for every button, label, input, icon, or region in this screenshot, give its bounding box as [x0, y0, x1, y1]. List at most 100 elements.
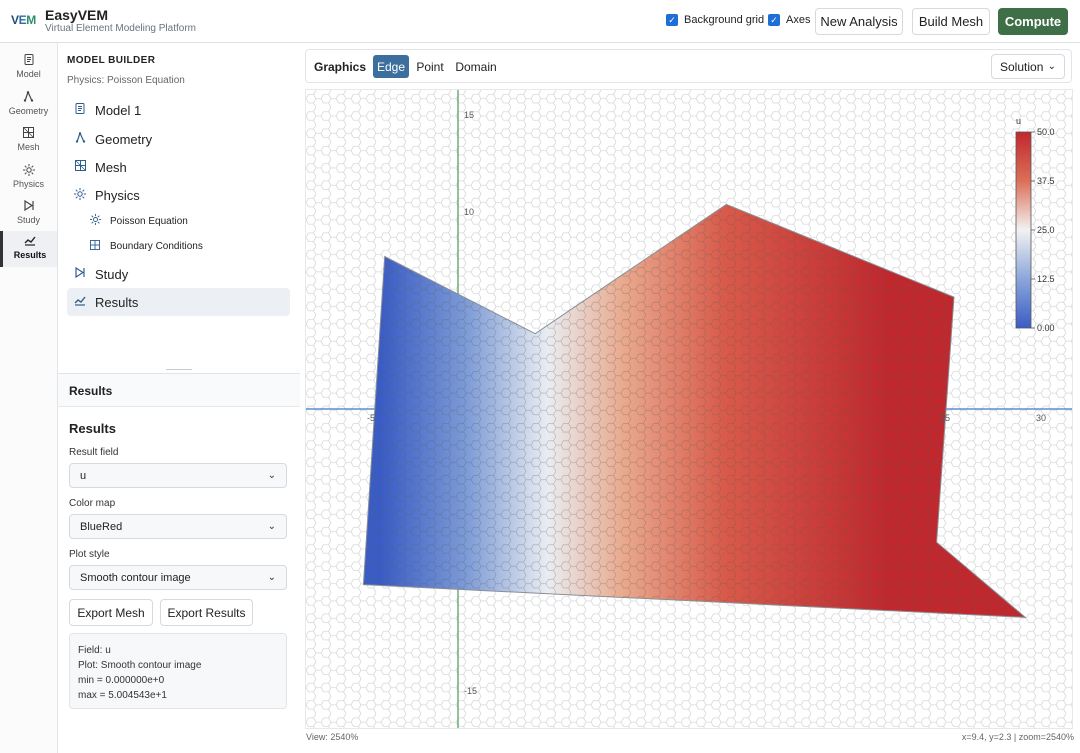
rail-item-mesh[interactable]: Mesh	[0, 123, 57, 159]
mesh-icon	[23, 127, 34, 142]
result-field-select[interactable]: u ⌄	[69, 463, 287, 488]
colorbar-tick: 25.0	[1037, 225, 1055, 235]
chart-icon	[73, 295, 87, 309]
plot-style-select[interactable]: Smooth contour image ⌄	[69, 565, 287, 590]
tree-item-label: Poisson Equation	[110, 215, 188, 227]
rail-item-results[interactable]: Results	[0, 231, 57, 267]
chevron-down-icon: ⌄	[267, 470, 276, 481]
rail-label: Results	[13, 250, 47, 260]
tree-item-mesh[interactable]: Mesh	[73, 155, 127, 179]
colorbar-tick: 37.5	[1037, 176, 1055, 186]
tree-item-physics[interactable]: Physics	[73, 183, 140, 207]
x-tick-label: 25	[940, 413, 950, 423]
rail-label: Mesh	[17, 142, 40, 152]
play-icon	[23, 199, 34, 215]
colorbar-tick: 0.00	[1037, 323, 1055, 333]
sun-icon	[88, 214, 102, 228]
rail-label: Study	[16, 215, 40, 225]
results-panel-header: Results	[58, 374, 300, 407]
chart-icon	[24, 235, 36, 250]
mode-edge-button[interactable]: Edge	[373, 55, 409, 78]
info-max: max = 5.004543e+1	[78, 690, 167, 701]
checkbox-checked-icon[interactable]: ✓	[666, 14, 678, 26]
results-section-title: Results	[69, 421, 116, 436]
solution-domain	[362, 203, 1027, 618]
result-field-value: u	[80, 469, 87, 482]
colorbar-title: u	[1016, 116, 1021, 126]
mesh-overlay	[362, 203, 1027, 618]
rail-item-physics[interactable]: Physics	[0, 160, 57, 196]
new-analysis-button[interactable]: New Analysis	[815, 8, 903, 35]
colorbar-tick: 12.5	[1037, 274, 1055, 284]
y-tick-label: 15	[464, 110, 474, 120]
solution-select-value: Solution	[1000, 59, 1044, 74]
mode-domain-button[interactable]: Domain	[455, 59, 497, 74]
plot-style-label: Plot style	[69, 549, 110, 560]
chevron-down-icon: ⌄	[267, 521, 276, 532]
top-bar: VEM EasyVEM Virtual Element Modeling Pla…	[0, 0, 1080, 43]
geometry-icon	[23, 90, 34, 106]
tree-item-label: Boundary Conditions	[110, 240, 203, 252]
rail-item-model[interactable]: Model	[0, 50, 57, 86]
tree-item-boundary-conditions[interactable]: Boundary Conditions	[88, 236, 203, 256]
axes-toggle[interactable]: ✓ Axes	[768, 14, 810, 26]
rail-item-geometry[interactable]: Geometry	[0, 87, 57, 123]
color-map-select[interactable]: BlueRed ⌄	[69, 514, 287, 539]
colorbar: u 50.0 37.5 25.0 12.5 0.00	[1015, 116, 1055, 333]
play-icon	[73, 266, 87, 281]
background-grid-toggle[interactable]: ✓ Background grid	[666, 14, 764, 26]
colorbar-tick: 50.0	[1037, 127, 1055, 137]
info-min: min = 0.000000e+0	[78, 675, 165, 686]
result-field-label: Result field	[69, 447, 119, 458]
rail-item-study[interactable]: Study	[0, 196, 57, 232]
left-rail: Model Geometry Mesh Physics Study Result…	[0, 43, 58, 753]
compute-button[interactable]: Compute	[998, 8, 1068, 35]
graphics-canvas[interactable]: -5 25 30 15 10 -15 u 50.0 37.5 25.0 12.5…	[305, 89, 1073, 729]
build-mesh-button[interactable]: Build Mesh	[912, 8, 990, 35]
geometry-icon	[73, 131, 87, 146]
export-mesh-button[interactable]: Export Mesh	[69, 599, 153, 626]
tree-item-study[interactable]: Study	[73, 262, 128, 286]
app-title: EasyVEM	[45, 7, 109, 23]
checkbox-checked-icon[interactable]: ✓	[768, 14, 780, 26]
y-tick-label: 10	[464, 207, 474, 217]
document-icon	[24, 54, 34, 69]
axes-label: Axes	[786, 14, 811, 26]
cursor-coordinates-status: x=9.4, y=2.3 | zoom=2540%	[961, 732, 1074, 742]
tree-item-model-1[interactable]: Model 1	[73, 98, 141, 122]
view-zoom-status: View: 2540%	[306, 732, 359, 742]
color-map-label: Color map	[69, 498, 116, 509]
background-grid-label: Background grid	[684, 14, 765, 26]
graphics-toolbar: Graphics Edge Point Domain Solution ⌄	[305, 49, 1072, 83]
tree-item-label: Study	[95, 266, 129, 282]
app-logo: VEM	[11, 13, 36, 27]
tree-item-label: Results	[95, 294, 139, 310]
rail-label: Physics	[12, 179, 44, 189]
results-info-box: Field: u Plot: Smooth contour image min …	[69, 633, 287, 709]
x-tick-label: 30	[1036, 413, 1046, 423]
model-builder-panel: MODEL BUILDER Physics: Poisson Equation …	[58, 43, 300, 373]
tree-item-results[interactable]: Results	[67, 288, 290, 316]
tree-item-poisson-equation[interactable]: Poisson Equation	[88, 211, 188, 231]
tree-item-label: Geometry	[95, 131, 153, 147]
solution-plot[interactable]: -5 25 30 15 10 -15 u 50.0 37.5 25.0 12.5…	[306, 90, 1073, 729]
tree-item-label: Mesh	[95, 159, 127, 175]
export-results-button[interactable]: Export Results	[160, 599, 253, 626]
plot-style-value: Smooth contour image	[80, 571, 191, 584]
colorbar-gradient	[1015, 131, 1032, 329]
model-builder-subtitle: Physics: Poisson Equation	[67, 75, 185, 86]
sun-icon	[22, 164, 35, 179]
rail-label: Geometry	[8, 106, 49, 116]
solution-select[interactable]: Solution ⌄	[991, 54, 1065, 79]
mode-point-button[interactable]: Point	[416, 59, 444, 74]
model-builder-title: MODEL BUILDER	[67, 55, 156, 66]
tree-item-label: Physics	[95, 187, 140, 203]
tree-item-label: Model 1	[95, 102, 142, 118]
mesh-icon	[73, 160, 87, 174]
document-icon	[73, 103, 87, 117]
chevron-down-icon: ⌄	[1047, 61, 1056, 72]
info-plot: Plot: Smooth contour image	[78, 660, 202, 671]
results-panel: Results Results Result field u ⌄ Color m…	[58, 373, 300, 753]
rail-label: Model	[16, 69, 41, 79]
tree-item-geometry[interactable]: Geometry	[73, 127, 152, 151]
